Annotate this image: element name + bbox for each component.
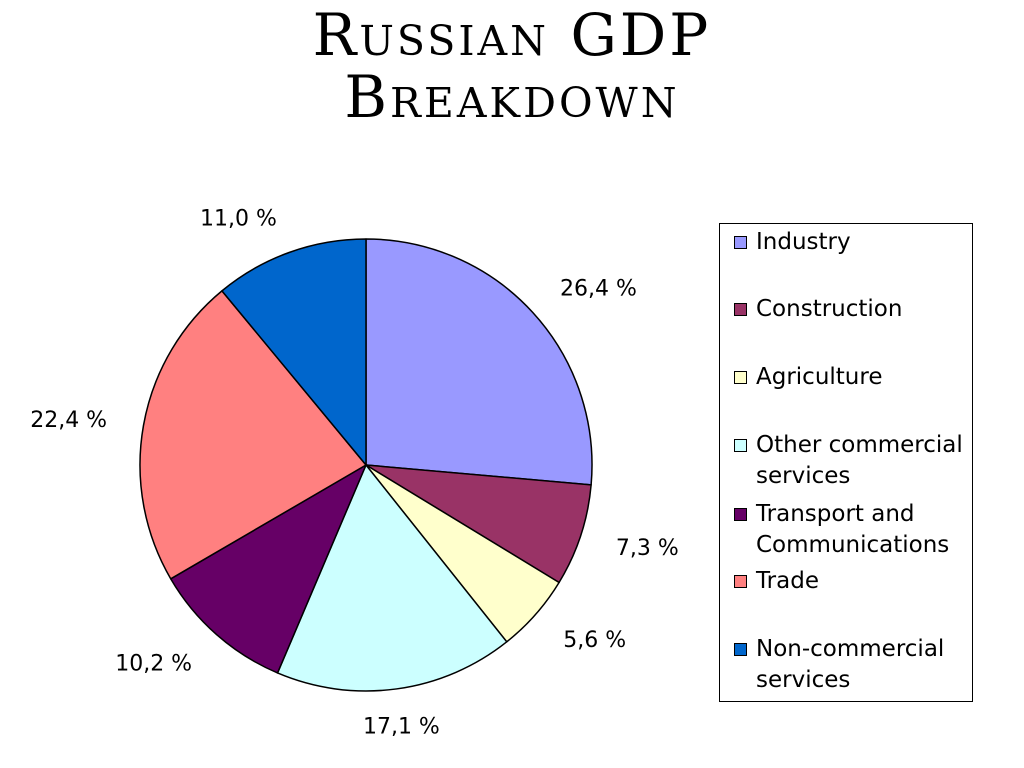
data-label-construction: 7,3 % <box>616 536 679 561</box>
legend-label: Non-commercial <box>756 636 945 662</box>
legend-item-trade: Trade <box>734 566 972 597</box>
legend-swatch <box>734 303 747 316</box>
legend-label: Industry <box>756 229 851 255</box>
legend-item-non-commercial-services: Non-commercial services <box>734 634 972 696</box>
chart-title: Russian GDP Breakdown <box>0 4 1024 128</box>
pie-slice-industry <box>365 238 593 486</box>
legend-item-agriculture: Agriculture <box>734 362 972 393</box>
data-label-industry: 26,4 % <box>560 276 637 301</box>
legend-item-construction: Construction <box>734 294 972 325</box>
legend-label: Communications <box>756 532 950 558</box>
legend-swatch <box>734 643 747 656</box>
pie-slice-construction <box>365 464 592 584</box>
pie-slice-trade <box>139 290 367 580</box>
pie-slice-non-commercial-services <box>221 238 367 466</box>
chart-title-line-2: Breakdown <box>344 63 680 131</box>
legend-label: Other commercial <box>756 432 963 458</box>
legend-label: Trade <box>756 568 819 594</box>
data-label-other-commercial-services: 17,1 % <box>363 715 440 740</box>
pie-slice-transport-and-communications <box>170 464 367 674</box>
legend-label: Transport and <box>756 501 915 527</box>
legend-item-other-commercial-services: Other commercial services <box>734 430 972 492</box>
chart-legend: Industry Construction Agriculture Other com… <box>719 223 973 702</box>
legend-swatch <box>734 371 747 384</box>
data-label-trade: 22,4 % <box>30 408 107 433</box>
legend-item-industry: Industry <box>734 227 972 258</box>
legend-item-transport-and-communications: Transport and Communications <box>734 499 972 561</box>
legend-label: Construction <box>756 296 903 322</box>
legend-label: services <box>756 667 851 693</box>
data-label-non-commercial-services: 11,0 % <box>200 207 277 232</box>
legend-label: services <box>756 463 851 489</box>
data-label-transport-and-communications: 10,2 % <box>115 651 192 676</box>
legend-swatch <box>734 439 747 452</box>
data-label-agriculture: 5,6 % <box>563 628 626 653</box>
pie-slice-other-commercial-services <box>276 464 508 692</box>
chart-title-line-1: Russian GDP <box>312 1 712 69</box>
legend-swatch <box>734 575 747 588</box>
legend-swatch <box>734 508 747 521</box>
legend-label: Agriculture <box>756 364 883 390</box>
legend-swatch <box>734 236 747 249</box>
